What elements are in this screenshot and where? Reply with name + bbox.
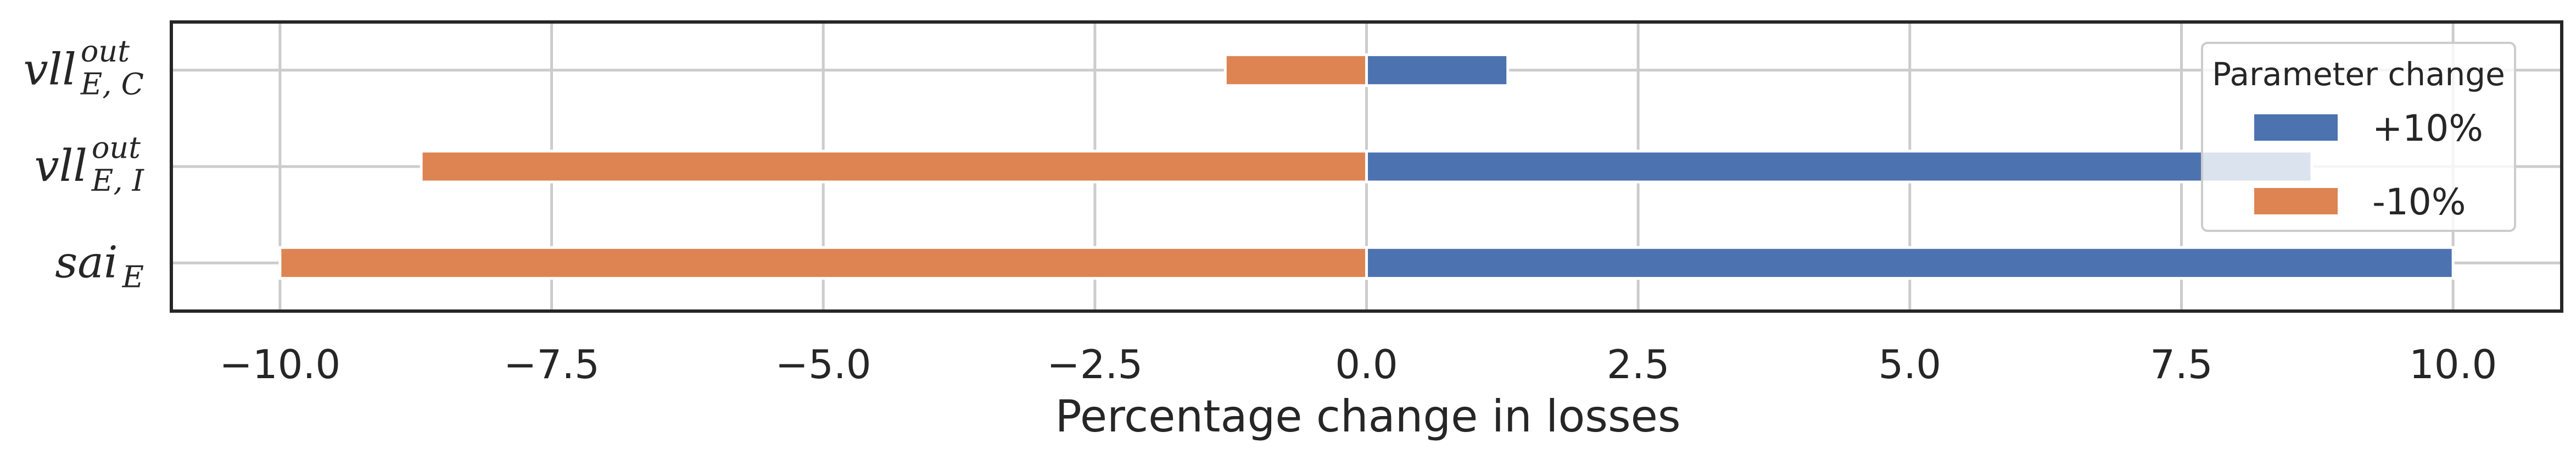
category-label-base: sai [55, 236, 118, 287]
bar-plus-2 [1365, 246, 2455, 280]
bar-minus-0 [1223, 53, 1368, 87]
legend-entries: +10% -10% [2254, 107, 2483, 223]
x-tick-labels: −10.0 −7.5 −5.0 −2.5 0.0 2.5 5.0 7.5 10.0 [220, 341, 2497, 388]
legend: Parameter change +10% -10% [2201, 42, 2516, 232]
x-tick-label: −10.0 [220, 341, 341, 388]
bar-plus-1 [1365, 150, 2314, 184]
x-tick-label: 2.5 [1607, 341, 1670, 388]
x-tick-label: −2.5 [1047, 341, 1143, 388]
x-tick-label: 7.5 [2150, 341, 2213, 388]
bar-minus-1 [420, 150, 1368, 184]
x-tick-label: −7.5 [504, 341, 600, 388]
plot-frame [170, 20, 2563, 313]
legend-label-1: -10% [2372, 181, 2466, 223]
category-label-base: vll [24, 44, 76, 95]
x-axis-label: Percentage change in losses [1055, 391, 1680, 442]
category-label-sub: E [122, 259, 144, 294]
legend-label-0: +10% [2372, 107, 2483, 150]
category-label-sub: E, I [91, 163, 145, 198]
legend-title: Parameter change [2212, 56, 2505, 93]
category-label-2: sai E [55, 236, 144, 294]
x-tick-label: 10.0 [2409, 341, 2497, 388]
x-tick-label: 0.0 [1335, 341, 1398, 388]
category-label-sup: out [92, 130, 141, 165]
x-tick-label: −5.0 [775, 341, 871, 388]
x-tick-label: 5.0 [1879, 341, 1942, 388]
category-label-sup: out [81, 34, 130, 69]
legend-swatch-1 [2254, 188, 2338, 214]
bar-plus-0 [1365, 53, 1510, 87]
legend-frame [2201, 42, 2516, 232]
category-label-base: vll [35, 140, 87, 191]
legend-swatch-0 [2254, 114, 2338, 141]
bar-minus-2 [278, 246, 1368, 280]
category-label-sub: E, C [80, 67, 144, 102]
